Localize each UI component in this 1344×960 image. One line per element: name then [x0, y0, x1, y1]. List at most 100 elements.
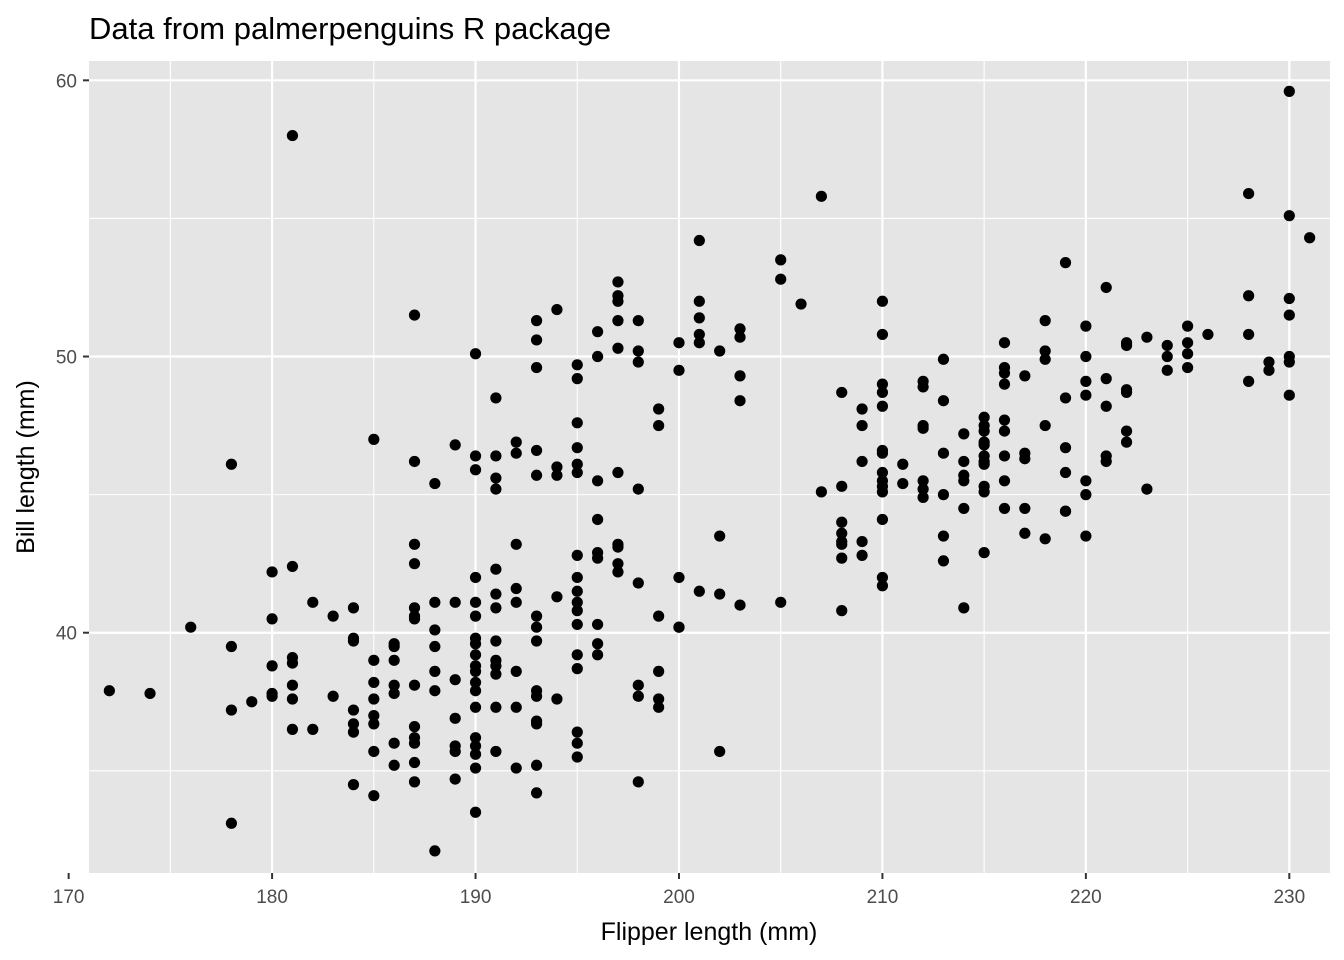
- data-point: [836, 527, 848, 539]
- data-point: [449, 712, 461, 724]
- data-point: [469, 701, 482, 713]
- data-point: [1019, 502, 1031, 515]
- data-point: [510, 701, 522, 713]
- data-point: [347, 635, 360, 647]
- data-point: [408, 613, 421, 625]
- data-point: [368, 693, 380, 705]
- data-point: [653, 693, 665, 705]
- data-point: [1100, 400, 1112, 412]
- data-point: [1059, 392, 1072, 404]
- data-point: [510, 762, 522, 774]
- data-point: [714, 588, 726, 600]
- data-point: [388, 687, 400, 700]
- data-point: [368, 676, 380, 689]
- data-point: [1100, 373, 1112, 385]
- data-point: [530, 718, 543, 730]
- data-point: [551, 591, 563, 603]
- data-point: [368, 654, 380, 666]
- data-point: [1120, 339, 1133, 352]
- data-point: [225, 817, 238, 829]
- data-point: [490, 602, 502, 614]
- data-point: [998, 367, 1011, 379]
- data-point: [998, 475, 1011, 487]
- data-point: [469, 610, 482, 622]
- data-point: [1263, 364, 1275, 376]
- data-point: [592, 513, 604, 526]
- data-point: [917, 475, 929, 487]
- data-point: [1019, 527, 1031, 539]
- data-point: [490, 472, 502, 484]
- data-point: [571, 458, 583, 470]
- y-tick-label: 60: [56, 71, 77, 92]
- data-point: [897, 458, 909, 470]
- data-point: [144, 687, 156, 700]
- data-point: [469, 748, 482, 760]
- data-point: [388, 640, 400, 653]
- data-point: [1059, 257, 1072, 269]
- data-point: [653, 419, 665, 432]
- y-axis-title: Bill length (mm): [12, 380, 40, 554]
- data-point: [612, 566, 624, 578]
- data-point: [1283, 309, 1295, 321]
- data-point: [286, 693, 299, 705]
- data-point: [876, 486, 889, 498]
- data-point: [510, 436, 522, 448]
- data-point: [530, 787, 543, 799]
- data-point: [632, 356, 644, 368]
- x-tick-label: 190: [460, 887, 492, 908]
- data-point: [856, 419, 868, 432]
- data-point: [734, 599, 746, 611]
- data-point: [571, 571, 583, 584]
- y-tick-label: 40: [56, 624, 77, 645]
- data-point: [632, 679, 644, 691]
- data-point: [958, 475, 970, 487]
- data-point: [103, 685, 115, 697]
- data-point: [998, 337, 1011, 349]
- data-point: [1080, 320, 1092, 332]
- data-point: [1039, 315, 1051, 327]
- data-point: [225, 704, 238, 716]
- data-point: [958, 502, 970, 515]
- data-point: [469, 596, 482, 608]
- data-point: [876, 378, 889, 390]
- data-point: [653, 701, 665, 713]
- data-point: [510, 665, 522, 677]
- data-point: [449, 773, 461, 785]
- data-point: [876, 513, 889, 526]
- data-point: [592, 638, 604, 650]
- data-point: [469, 638, 482, 650]
- data-point: [1080, 350, 1092, 363]
- data-point: [978, 547, 990, 559]
- data-point: [632, 776, 644, 788]
- data-point: [775, 596, 787, 608]
- data-point: [185, 621, 197, 633]
- data-point: [1181, 320, 1194, 332]
- data-point: [571, 359, 583, 371]
- data-point: [1141, 483, 1153, 495]
- data-point: [897, 477, 909, 490]
- data-point: [1039, 345, 1051, 357]
- data-point: [490, 588, 502, 600]
- data-point: [1019, 370, 1031, 382]
- data-point: [917, 491, 929, 503]
- data-point: [714, 345, 726, 357]
- data-point: [571, 466, 583, 479]
- data-point: [368, 745, 380, 758]
- data-point: [693, 328, 705, 341]
- data-point: [388, 654, 400, 666]
- x-tick-label: 170: [53, 887, 85, 908]
- data-point: [592, 326, 604, 338]
- data-point: [551, 461, 563, 473]
- data-point: [693, 234, 705, 247]
- data-point: [876, 447, 889, 459]
- data-point: [368, 709, 380, 722]
- data-point: [958, 602, 970, 614]
- data-point: [693, 337, 705, 349]
- data-point: [612, 466, 624, 479]
- data-point: [408, 309, 421, 321]
- data-point: [612, 558, 624, 570]
- data-point: [876, 580, 889, 592]
- data-point: [937, 530, 950, 542]
- data-point: [530, 621, 543, 633]
- data-point: [408, 721, 421, 733]
